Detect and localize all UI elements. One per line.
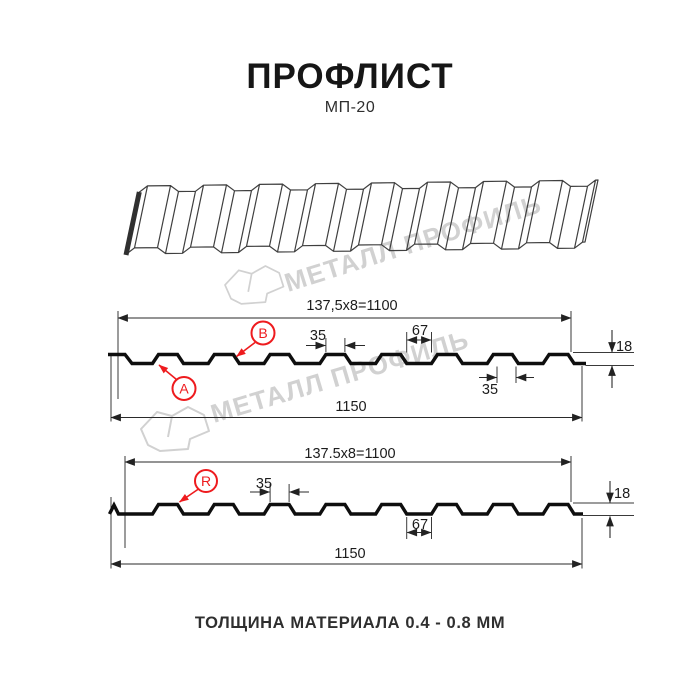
side-label-r-letter: R bbox=[201, 473, 211, 489]
dim-rib-top: 35 bbox=[310, 328, 326, 344]
side-label-r: R bbox=[179, 469, 218, 503]
dim-height: 18 bbox=[614, 486, 630, 502]
sheet-3d-outlines bbox=[123, 179, 599, 256]
dim-total-width: 1150 bbox=[334, 546, 365, 562]
sheet-cut-edge bbox=[123, 191, 142, 256]
dim-flat: 67 bbox=[412, 323, 428, 339]
side-label-a: А bbox=[158, 364, 197, 401]
profile-top-dim-labels: 137,5x8=1100 35 67 18 35 1150 bbox=[306, 298, 632, 415]
watermark-lower: МЕТАЛЛ ПРОФИЛЬ bbox=[140, 324, 473, 452]
profile-bottom-dim-labels: 137.5x8=1100 35 67 18 1150 bbox=[256, 446, 630, 562]
profile-bottom-outline bbox=[107, 501, 583, 516]
profile-bottom-dimensions bbox=[110, 456, 634, 569]
dim-height: 18 bbox=[616, 339, 632, 355]
profile-model-subtitle: МП-20 bbox=[324, 99, 376, 116]
page-title: ПРОФЛИСТ bbox=[246, 57, 454, 96]
side-label-a-letter: А bbox=[179, 381, 189, 397]
brand-logo-icon bbox=[224, 265, 285, 305]
brand-logo-icon bbox=[140, 406, 210, 452]
dim-total-width: 1150 bbox=[335, 399, 366, 415]
dim-width-formula: 137.5x8=1100 bbox=[304, 446, 395, 462]
dim-rib-top: 35 bbox=[256, 476, 272, 492]
material-thickness-note: ТОЛЩИНА МАТЕРИАЛА 0.4 - 0.8 ММ bbox=[194, 614, 506, 632]
side-label-b-letter: В bbox=[258, 325, 267, 341]
side-label-b: В bbox=[236, 320, 276, 358]
profile-top-outline bbox=[108, 352, 586, 366]
profile-top-dimensions bbox=[110, 311, 634, 422]
dim-flat: 67 bbox=[412, 517, 428, 533]
dim-rib-bottom: 35 bbox=[482, 382, 498, 398]
dim-width-formula: 137,5x8=1100 bbox=[306, 298, 397, 314]
